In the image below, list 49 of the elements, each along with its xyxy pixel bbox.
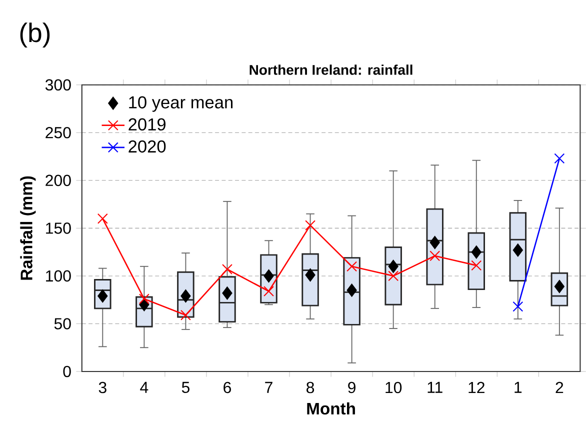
text: (b): [20, 22, 50, 48]
x-tick-label: 4: [140, 382, 148, 393]
legend-label: 2019: [128, 118, 166, 130]
x-tick-label: 3: [98, 382, 106, 393]
x-axis-title: Month: [307, 402, 355, 414]
x-tick-label: 7: [265, 382, 272, 393]
chart-title: Northern Ireland: rainfall: [250, 64, 412, 75]
y-tick-label: 300: [45, 79, 71, 90]
point: [512, 301, 524, 312]
y-tick-label: 150: [46, 222, 71, 234]
point: [430, 250, 440, 261]
x-tick-label: 12: [468, 382, 484, 393]
point: [471, 245, 482, 258]
x-tick-label: 8: [306, 382, 314, 393]
legend-label: 10 year mean: [129, 96, 233, 112]
x-tick-label: 5: [182, 382, 190, 393]
point: [305, 268, 316, 282]
point: [471, 260, 482, 270]
point: [346, 284, 357, 297]
x-tick-label: 9: [348, 382, 356, 393]
y-axis-title: Rainfall (mm): [20, 176, 36, 280]
point: [388, 270, 399, 281]
point: [346, 260, 358, 272]
y-tick-label: 250: [46, 126, 71, 138]
point: [264, 286, 274, 296]
point: [264, 269, 274, 282]
x-tick-label: 11: [428, 382, 442, 393]
point: [388, 260, 398, 273]
point: [554, 280, 564, 293]
point: [180, 310, 191, 320]
point: [222, 286, 232, 300]
point: [98, 289, 108, 302]
x-tick-label: 10: [386, 382, 402, 393]
point: [430, 236, 440, 249]
point: [138, 293, 150, 304]
point: [222, 264, 232, 274]
point: [97, 213, 108, 224]
y-tick-label: 0: [63, 366, 71, 377]
y-tick-label: 200: [46, 174, 71, 186]
point: [554, 153, 565, 164]
legend-label: 2020: [128, 140, 166, 152]
point: [305, 220, 316, 230]
x-tick-label: 2: [556, 382, 564, 393]
y-tick-label: 50: [54, 318, 71, 330]
point: [512, 243, 523, 256]
point: [180, 289, 191, 302]
y-tick-label: 100: [46, 270, 71, 282]
x-tick-label: 1: [514, 382, 522, 393]
x-tick-label: 6: [224, 382, 231, 393]
